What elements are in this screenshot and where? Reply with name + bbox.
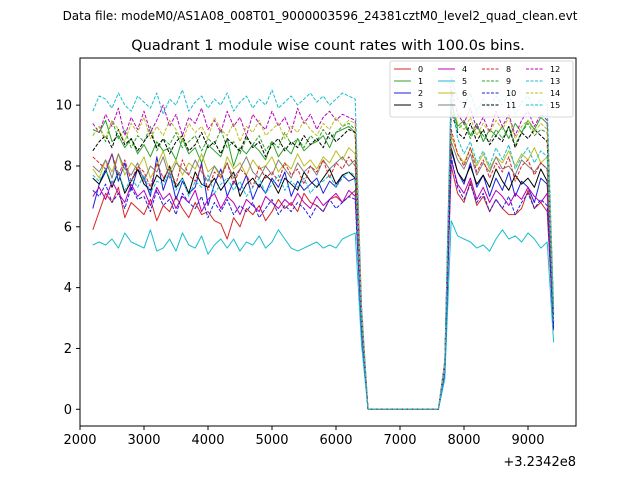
- series-line-8: [92, 129, 555, 410]
- x-axis: 2000 3000 4000 5000 6000 7000 8000 9000: [63, 426, 545, 448]
- y-axis: 0 2 4 6 8 10: [55, 99, 80, 418]
- series-line-13: [92, 77, 555, 410]
- legend-label-6: 6: [462, 89, 467, 98]
- legend-label-2: 2: [418, 89, 423, 98]
- plot-frame: [79, 57, 577, 427]
- series-group: [92, 77, 555, 410]
- series-line-14: [92, 101, 555, 410]
- legend-label-8: 8: [506, 65, 511, 74]
- series-line-12: [92, 89, 555, 410]
- series-line-11: [92, 110, 555, 410]
- legend-label-5: 5: [462, 77, 467, 86]
- legend-label-3: 3: [418, 101, 423, 110]
- legend-label-13: 13: [550, 77, 560, 86]
- y-tick-label: 8: [64, 159, 72, 174]
- x-tick-label: 6000: [319, 433, 352, 448]
- series-line-10: [92, 156, 555, 410]
- legend-label-9: 9: [506, 77, 511, 86]
- y-tick-label: 6: [64, 220, 72, 235]
- legend-box: [389, 60, 574, 118]
- x-tick-label: 4000: [191, 433, 224, 448]
- x-tick-label: 3000: [127, 433, 160, 448]
- series-line-5: [92, 220, 555, 410]
- series-line-0: [92, 165, 555, 410]
- legend-label-11: 11: [506, 101, 516, 110]
- legend-label-10: 10: [506, 89, 516, 98]
- legend-label-15: 15: [550, 101, 560, 110]
- y-tick-label: 10: [55, 99, 72, 114]
- series-line-1: [92, 98, 555, 410]
- y-tick-label: 0: [64, 403, 72, 418]
- y-tick-label: 2: [64, 342, 72, 357]
- x-tick-label: 8000: [447, 433, 480, 448]
- series-line-4: [92, 159, 555, 410]
- x-tick-label: 5000: [255, 433, 288, 448]
- x-tick-label: 9000: [511, 433, 544, 448]
- legend-label-14: 14: [550, 89, 560, 98]
- legend-label-4: 4: [462, 65, 467, 74]
- y-tick-label: 4: [64, 281, 72, 296]
- series-line-7: [92, 141, 555, 410]
- x-offset-label: +3.2342e8: [503, 455, 576, 470]
- legend-label-12: 12: [550, 65, 560, 74]
- series-line-9: [92, 104, 555, 410]
- chart-title: Quadrant 1 module wise count rates with …: [131, 38, 525, 54]
- legend-label-0: 0: [418, 65, 423, 74]
- series-line-15: [92, 95, 555, 410]
- x-tick-label: 2000: [63, 433, 96, 448]
- x-tick-label: 7000: [383, 433, 416, 448]
- chart-suptitle: Data file: modeM0/AS1A08_008T01_90000035…: [63, 9, 578, 23]
- series-line-3: [92, 147, 555, 410]
- legend-label-7: 7: [462, 101, 467, 110]
- legend-label-1: 1: [418, 77, 423, 86]
